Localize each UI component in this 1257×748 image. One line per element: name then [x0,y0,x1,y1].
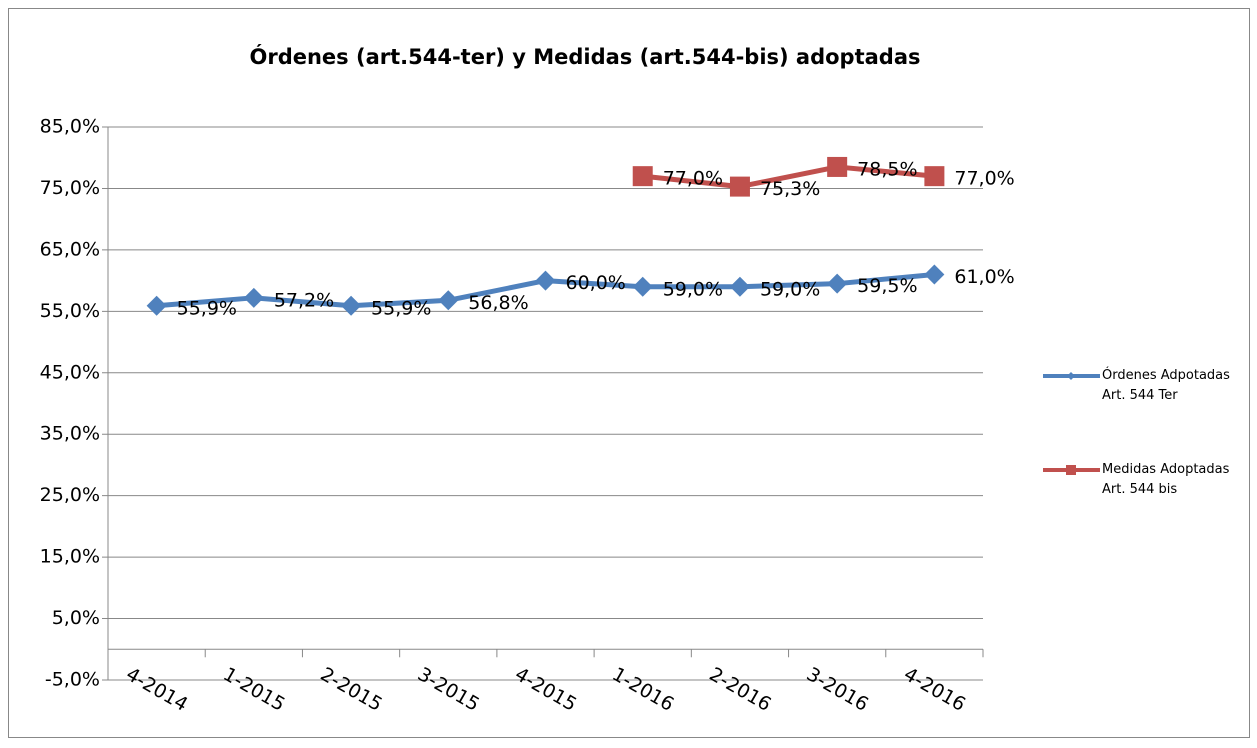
y-tick-label: 35,0% [40,423,100,445]
marker [341,295,362,316]
legend-marker [1067,372,1075,380]
y-tick-label: 65,0% [40,238,100,260]
marker [632,276,653,297]
marker [535,270,556,291]
y-tick-label: 55,0% [40,300,100,322]
marker [924,166,945,187]
chart-title: Órdenes (art.544-ter) y Medidas (art.544… [249,44,920,69]
legend-label: Medidas Adoptadas Art. 544 bis [1102,462,1230,497]
legend-marker [1066,465,1076,475]
marker [924,264,945,285]
data-label: 60,0% [566,272,626,294]
marker [632,166,653,187]
y-tick-label: 85,0% [40,116,100,138]
marker [729,176,750,197]
data-label: 75,3% [760,178,820,200]
legend-label: Órdenes Adpotadas Art. 544 Ter [1102,368,1230,403]
marker [827,156,848,177]
y-tick-label: 75,0% [40,177,100,199]
data-label: 77,0% [663,168,723,190]
data-label: 59,0% [663,278,723,300]
data-label: 55,9% [371,297,431,319]
marker [827,273,848,294]
y-tick-label: 15,0% [40,546,100,568]
data-label: 61,0% [954,266,1014,288]
marker [243,287,264,308]
y-tick-label: 45,0% [40,361,100,383]
data-label: 77,0% [954,168,1014,190]
data-label: 59,5% [857,275,917,297]
data-label: 59,0% [760,278,820,300]
y-tick-label: 5,0% [52,607,100,629]
data-label: 57,2% [274,289,334,311]
marker [146,295,167,316]
marker [438,290,459,311]
y-tick-label: 25,0% [40,484,100,506]
series-line [642,164,935,190]
data-label: 56,8% [468,292,528,314]
marker [729,276,750,297]
data-label: 55,9% [177,297,237,319]
data-label: 78,5% [857,158,917,180]
y-tick-label: -5,0% [45,669,100,691]
